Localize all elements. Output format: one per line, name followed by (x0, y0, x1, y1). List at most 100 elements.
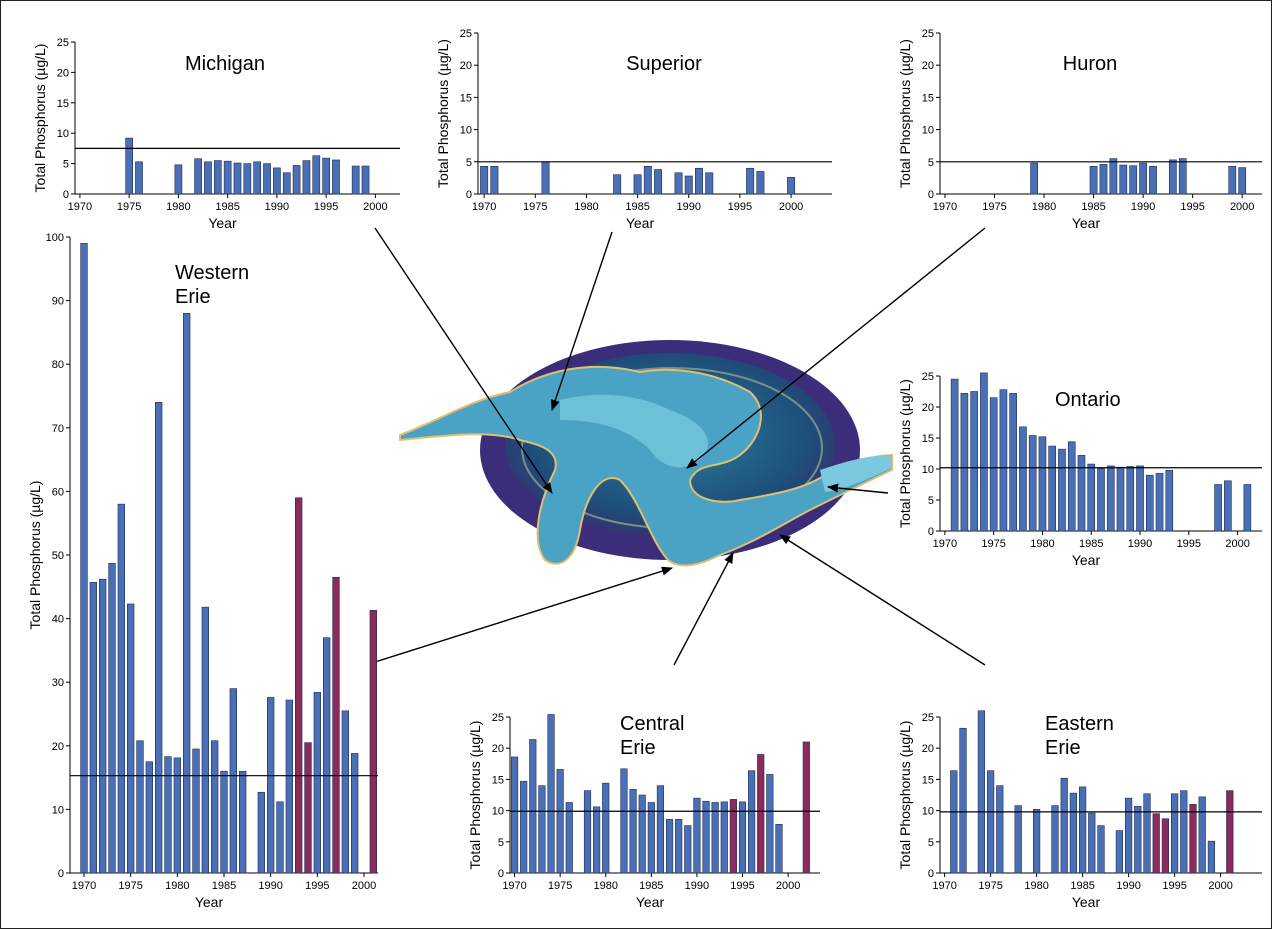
bar (970, 391, 978, 532)
bar (593, 806, 601, 874)
y-axis-label: Total Phosphorus (µg/L) (897, 39, 913, 188)
bar (223, 160, 232, 195)
bar (702, 800, 710, 874)
bar (1089, 166, 1098, 195)
bar (1238, 167, 1247, 195)
bar (999, 389, 1008, 532)
y-tick-label: 10 (52, 804, 64, 816)
x-axis-label: Year (1072, 894, 1101, 910)
x-tick-label: 1990 (685, 880, 709, 892)
x-tick-label: 1975 (548, 880, 572, 892)
bar (766, 774, 774, 874)
y-tick-label: 10 (922, 464, 934, 476)
bar (164, 756, 172, 874)
bar (613, 174, 622, 195)
y-tick-label: 60 (52, 486, 64, 498)
bar (1048, 445, 1057, 532)
bar (1139, 162, 1147, 195)
bar (748, 770, 756, 874)
bar (950, 770, 958, 874)
arrow (374, 566, 674, 663)
chart: 0 5 10 15 20 25 1970 1975 1980 1985 1990 1995 2000 On… (897, 371, 1262, 568)
x-tick-label: 1990 (258, 880, 282, 892)
bar (99, 578, 107, 874)
chart-title: Huron (1063, 53, 1117, 75)
bar (1124, 797, 1133, 874)
x-tick-label: 1980 (574, 201, 598, 213)
x-tick-label: 1990 (677, 201, 701, 213)
y-tick-label: 0 (58, 868, 64, 880)
bar (490, 166, 499, 195)
bar (243, 163, 252, 195)
bar (802, 741, 810, 874)
y-tick-label: 90 (52, 296, 64, 308)
y-tick-label: 15 (492, 774, 504, 786)
bar (960, 393, 969, 532)
y-tick-label: 25 (460, 28, 472, 40)
bar (1030, 162, 1038, 195)
x-tick-label: 1975 (982, 201, 1006, 213)
bar (282, 172, 291, 195)
bar (556, 769, 564, 874)
y-tick-label: 20 (52, 741, 64, 753)
y-tick-label: 20 (57, 67, 69, 79)
bar (1028, 435, 1037, 532)
x-axis-label: Year (626, 215, 655, 231)
bar (302, 160, 311, 195)
x-tick-label: 1970 (933, 538, 957, 550)
x-axis-label: Year (195, 894, 224, 910)
bar (204, 161, 212, 195)
x-tick-label: 1975 (523, 201, 547, 213)
chart: 0 5 10 15 20 25 1970 1975 1980 1985 1990 1995 2000 Ea… (897, 710, 1262, 910)
x-tick-label: 1995 (1162, 880, 1186, 892)
bar (233, 162, 242, 195)
x-tick-label: 1980 (1024, 880, 1048, 892)
bar (1014, 805, 1022, 874)
y-tick-label: 15 (922, 774, 934, 786)
bar (583, 790, 592, 874)
bar (647, 802, 655, 874)
x-tick-label: 1990 (1128, 538, 1152, 550)
y-tick-label: 70 (52, 423, 64, 435)
x-tick-label: 2000 (776, 880, 800, 892)
bar (1170, 793, 1179, 874)
y-tick-label: 100 (46, 232, 64, 244)
bar (273, 167, 281, 195)
bar (633, 174, 642, 195)
bar (322, 157, 330, 195)
bar (520, 780, 528, 874)
x-tick-label: 1970 (72, 880, 96, 892)
y-tick-label: 5 (928, 157, 934, 169)
x-tick-label: 1985 (625, 201, 649, 213)
x-tick-label: 1985 (215, 201, 239, 213)
bar (332, 576, 340, 874)
bar (1106, 465, 1115, 532)
bar (729, 799, 737, 874)
bar (213, 160, 222, 195)
bar (341, 710, 349, 874)
bar (1149, 166, 1157, 195)
y-tick-label: 0 (63, 189, 69, 201)
x-tick-label: 2000 (363, 201, 387, 213)
x-axis-label: Year (1072, 552, 1101, 568)
bar (959, 727, 967, 874)
x-tick-label: 1980 (1032, 201, 1056, 213)
x-tick-label: 1980 (165, 880, 189, 892)
bar (711, 802, 719, 874)
x-tick-label: 2000 (352, 880, 376, 892)
y-tick-label: 80 (52, 359, 64, 371)
bar (705, 172, 714, 195)
bar (173, 757, 181, 874)
x-tick-label: 1985 (212, 880, 236, 892)
bar (1126, 466, 1135, 532)
bar (323, 637, 331, 874)
bar (1051, 805, 1059, 874)
y-tick-label: 0 (466, 189, 472, 201)
bar (565, 802, 573, 874)
bar (980, 372, 988, 532)
y-tick-label: 10 (492, 806, 504, 818)
bar (756, 171, 765, 195)
x-tick-label: 2000 (779, 201, 803, 213)
bar (989, 397, 998, 532)
